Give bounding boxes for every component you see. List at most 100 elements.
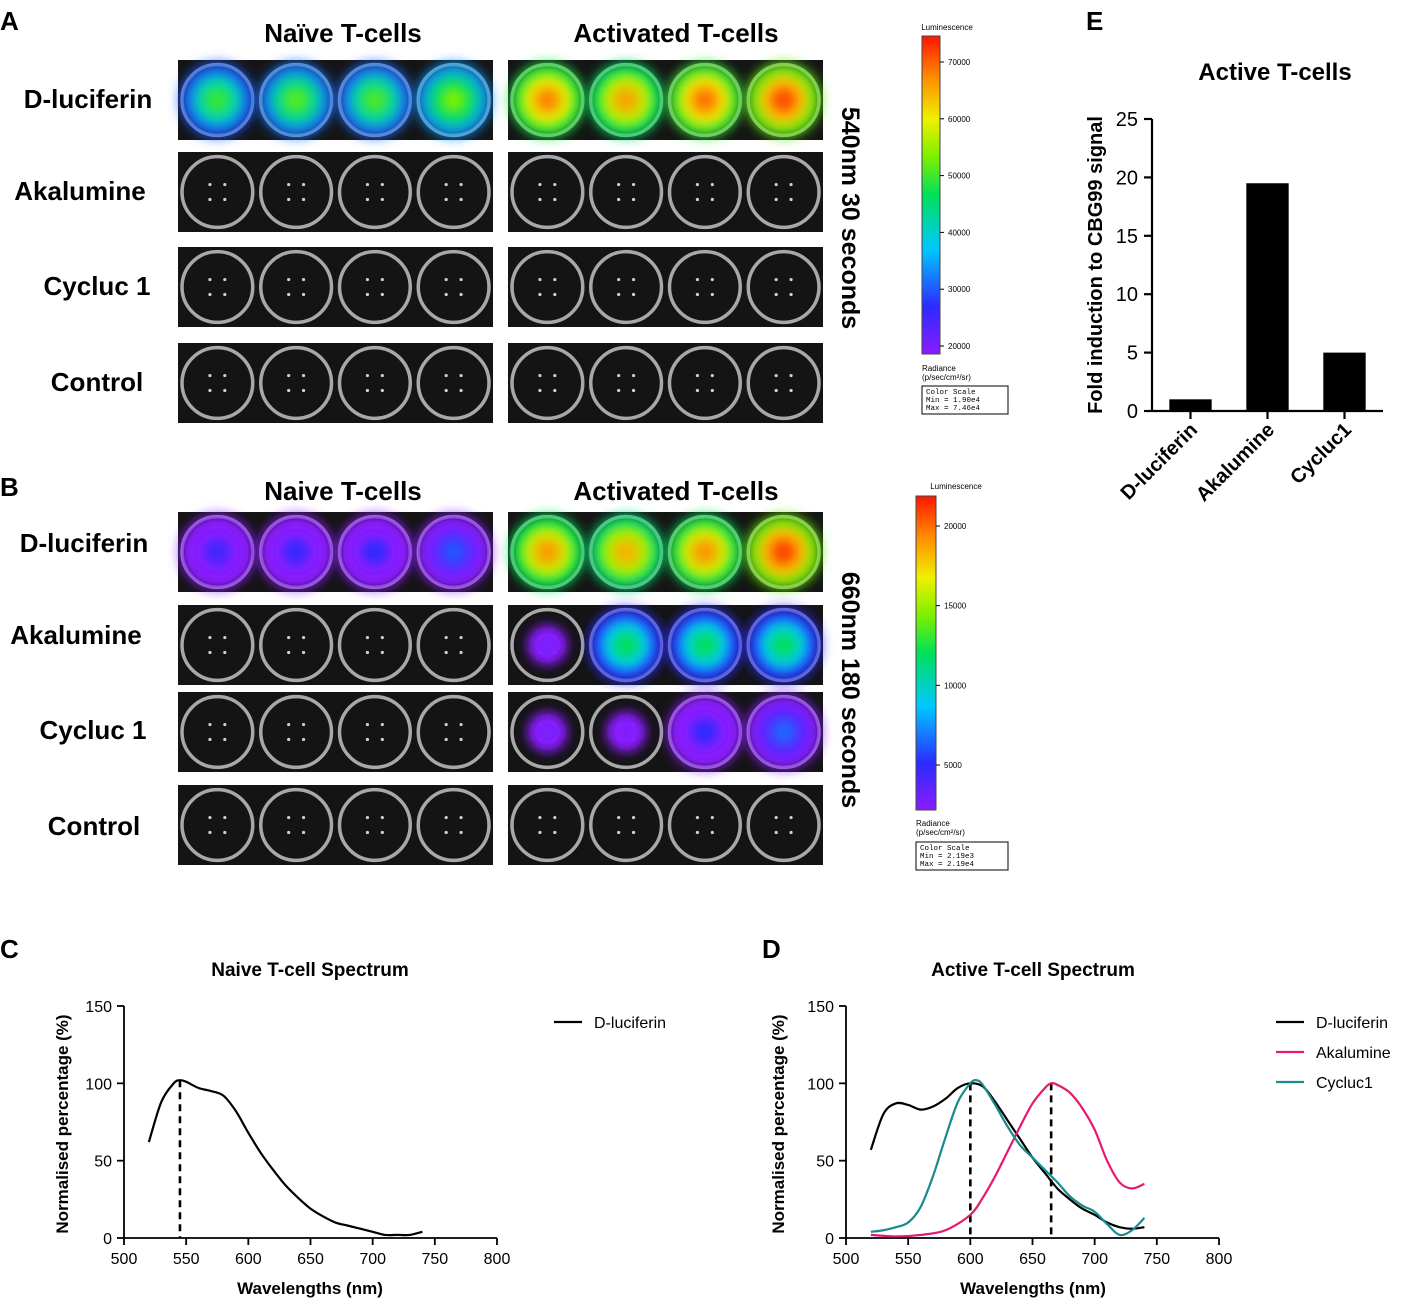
panel-b-naive-well-r4-c4: [416, 787, 491, 863]
panel-a-naive-well-dot: [301, 373, 306, 378]
panel-a-activated-well-dot: [774, 292, 778, 297]
panel-b-activated-well-dot: [631, 830, 636, 835]
panel-a-activated-well-dot: [710, 373, 714, 378]
panel-a-well-grid: [178, 60, 823, 423]
panel-a-activated-well-dot: [553, 277, 557, 282]
panel-a-colorbar-tick-label: 50000: [948, 172, 971, 181]
panel-a-header-naive: Naïve T-cells: [264, 18, 422, 48]
chart-d-series-3: [870, 1079, 1146, 1237]
chart-d-legend-label-2: Akalumine: [1316, 1045, 1391, 1062]
panel-b-naive-well-r3-c3: [337, 694, 412, 770]
chart-e-bar-3: [1323, 352, 1366, 411]
panel-a-row-label-dluciferin: D-luciferin: [24, 84, 153, 114]
chart-e-category-label-2: Akalumine: [1192, 419, 1279, 506]
chart-c-xtick-label: 500: [111, 1251, 138, 1268]
panel-b-naive-well-r4-c1: [180, 787, 255, 863]
panel-a-naive-well-r4-c4: [416, 345, 491, 421]
panel-a-naive-well-dot: [287, 388, 291, 393]
panel-a-activated-well-dot: [695, 292, 700, 297]
panel-a-activated-well-dot: [695, 197, 700, 202]
panel-b-naive-well-dot: [444, 815, 448, 820]
chart-d-xtick-label: 550: [895, 1251, 922, 1268]
panel-b-colorbar: Luminescence 20000 15000 10000 5000 Radianc…: [915, 482, 1009, 871]
panel-a-activated-well-dot: [617, 197, 621, 202]
chart-c-legend-label-1: D-luciferin: [594, 1015, 666, 1032]
chart-d-series-1: [869, 1082, 1145, 1230]
panel-a-colorbar-unit-2: (p/sec/cm²/sr): [922, 373, 971, 382]
chart-c-title: Naive T-cell Spectrum: [211, 960, 408, 981]
panel-a-naive-well-dot: [444, 197, 448, 202]
panel-b-activated-signal-core: [619, 725, 633, 739]
chart-e-ytick-label: 0: [1127, 401, 1138, 423]
panel-b-naive-well-dot: [380, 722, 384, 727]
panel-b-activated-well-dot: [695, 830, 700, 835]
panel-b-activated-well-dot: [710, 815, 714, 820]
panel-a-naive-well-dot: [459, 182, 463, 187]
panel-b-well-grid: [178, 512, 823, 865]
panel-a-colorbar: Luminescence 70000 60000 50000 40000 30000 20…: [921, 23, 1009, 415]
panel-b-activated-well-dot: [695, 815, 700, 820]
panel-a-activated-well-dot: [538, 182, 542, 187]
panel-a-activated-well-r3-c4: [746, 249, 821, 325]
panel-a-activated-well-dot: [774, 197, 778, 202]
panel-a-activated-well-dot: [617, 182, 621, 187]
panel-a-activated-well-r4-c2: [589, 345, 664, 421]
panel-a-activated-well-dot: [617, 388, 621, 393]
panel-a-activated-well-dot: [631, 292, 636, 297]
panel-b-activated-well-dot: [774, 815, 778, 820]
panel-a-activated-well-dot: [553, 373, 557, 378]
chart-d-xtick-label: 800: [1206, 1251, 1233, 1268]
panel-a-naive-well-dot: [301, 182, 306, 187]
panel-b-naive-signal-core: [204, 538, 231, 566]
panel-b-naive-well-dot: [365, 650, 370, 655]
panel-a-naive-well-dot: [208, 197, 212, 202]
panel-b-colorbar-ticks: 20000 15000 10000 5000: [936, 522, 967, 770]
chart-d-xtick-label: 500: [833, 1251, 860, 1268]
chart-c-xtick-label: 700: [359, 1251, 386, 1268]
panel-a-colorbar-gradient: [921, 35, 941, 355]
chart-c-xtick-label: 750: [421, 1251, 448, 1268]
panel-a-activated-well-dot: [789, 388, 793, 393]
panel-a-activated-well-dot: [789, 277, 793, 282]
panel-b-activated-well-dot: [774, 830, 778, 835]
panel-a-naive-well-dot: [459, 373, 463, 378]
panel-b-naive-well-dot: [380, 737, 384, 742]
panel-a-naive-well-dot: [365, 292, 370, 297]
panel-b-naive-well-r2-c2: [259, 607, 334, 683]
panel-b-naive-well-dot: [223, 815, 227, 820]
panel-a-naive-strip-row-2: [178, 152, 493, 232]
panel-b-naive-well-r3-c4: [416, 694, 491, 770]
panel-b-naive-well-dot: [380, 650, 384, 655]
panel-b-naive-well-dot: [459, 737, 463, 742]
panel-b-naive-well-dot: [459, 635, 463, 640]
panel-a-naive-well-dot: [459, 292, 463, 297]
panel-a-activated-well-dot: [710, 292, 714, 297]
panel-letter-e: E: [1086, 6, 1103, 36]
panel-b-activated-well-r4-c2: [589, 787, 664, 863]
panel-a-activated-well-dot: [631, 373, 636, 378]
chart-e-category-label-3: Cycluc1: [1286, 419, 1356, 489]
panel-b-naive-well-dot: [365, 737, 370, 742]
chart-d-xtick-label: 650: [1019, 1251, 1046, 1268]
chart-d-series-2: [870, 1082, 1145, 1238]
panel-b-activated-signal-core: [613, 538, 640, 566]
panel-a-naive-well-r3-c3: [337, 249, 412, 325]
panel-b-naive-well-dot: [380, 830, 384, 835]
panel-a-naive-well-r3-c2: [259, 249, 334, 325]
panel-a-imaging: Naïve T-cells Activated T-cells D-lucife…: [14, 18, 1009, 423]
panel-b-activated-signal-core: [691, 631, 718, 659]
chart-e-ytick-label: 25: [1116, 109, 1138, 131]
panel-a-activated-well-dot: [695, 182, 700, 187]
panel-a-naive-strip-row-4: [178, 343, 493, 423]
panel-b-naive-well-dot: [301, 815, 306, 820]
panel-b-naive-well-dot: [380, 815, 384, 820]
panel-a-activated-well-r4-c1: [510, 345, 585, 421]
chart-d-ytick-label: 150: [807, 999, 834, 1016]
panel-a-side-label: 540nm 30 seconds: [836, 107, 864, 329]
panel-b-side-label: 660nm 180 seconds: [836, 572, 864, 808]
chart-d-xlabel: Wavelengths (nm): [960, 1279, 1106, 1298]
panel-a-activated-well-r3-c1: [510, 249, 585, 325]
chart-c-ytick-label: 150: [85, 999, 112, 1016]
panel-b-naive-well-dot: [208, 830, 212, 835]
